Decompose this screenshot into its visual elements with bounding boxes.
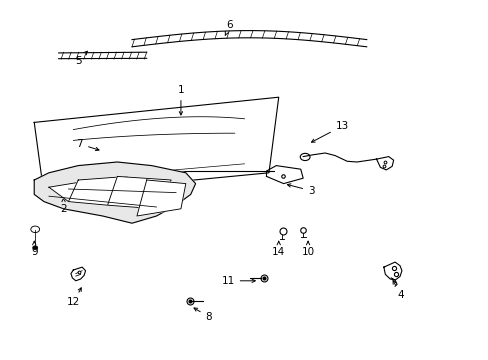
- Text: 6: 6: [224, 20, 233, 36]
- Text: 1: 1: [177, 85, 184, 115]
- Text: 2: 2: [60, 198, 67, 214]
- Text: 14: 14: [271, 241, 285, 257]
- Polygon shape: [266, 166, 303, 184]
- Text: 10: 10: [301, 241, 314, 257]
- Polygon shape: [376, 157, 393, 170]
- Circle shape: [33, 246, 38, 249]
- Polygon shape: [68, 176, 127, 205]
- Polygon shape: [107, 176, 171, 209]
- Text: 8: 8: [194, 308, 212, 322]
- Text: 7: 7: [76, 139, 99, 150]
- Text: 13: 13: [311, 121, 348, 142]
- Text: 3: 3: [287, 184, 314, 196]
- Polygon shape: [45, 184, 57, 190]
- Text: 12: 12: [66, 288, 81, 307]
- Polygon shape: [49, 180, 93, 202]
- Polygon shape: [34, 162, 195, 223]
- Text: 4: 4: [392, 280, 404, 300]
- Text: 9: 9: [31, 241, 38, 257]
- Text: 5: 5: [75, 51, 87, 66]
- Text: 11: 11: [221, 276, 255, 286]
- Polygon shape: [137, 180, 185, 216]
- Polygon shape: [383, 262, 401, 280]
